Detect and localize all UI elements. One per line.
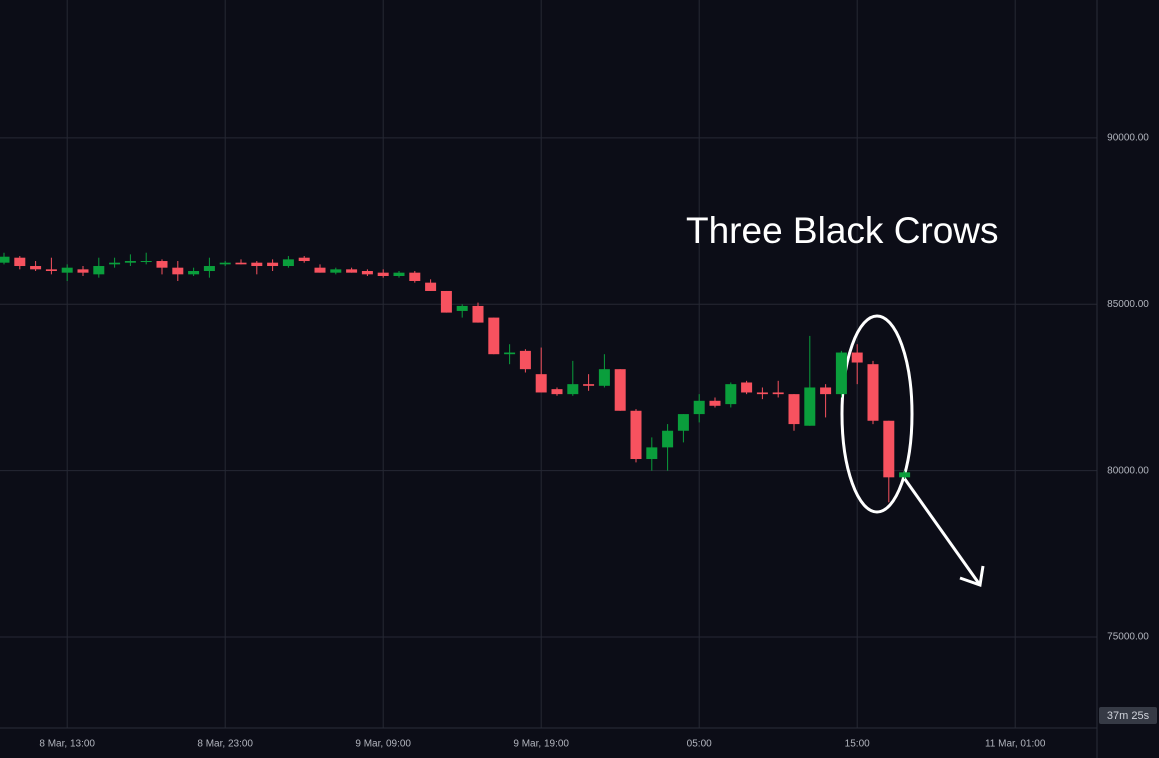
candle-body [693, 400, 705, 415]
x-tick-label: 15:00 [845, 739, 870, 750]
candle-body [519, 350, 531, 370]
x-tick-label: 9 Mar, 09:00 [355, 739, 411, 750]
candle-body [883, 420, 895, 478]
candle-body [393, 272, 405, 276]
countdown-box [1099, 707, 1157, 724]
candle-body [820, 387, 832, 395]
candle-body [172, 267, 184, 275]
candle-body [346, 269, 358, 273]
candle-body [0, 256, 10, 263]
candle-body [456, 305, 468, 311]
candle-body [282, 259, 294, 267]
candle-body [425, 282, 437, 291]
y-tick-label: 85000.00 [1107, 299, 1149, 310]
candle-body [124, 261, 136, 263]
candle-body [488, 317, 500, 355]
candle-body [583, 384, 595, 386]
candle-body [741, 382, 753, 393]
candle-body [535, 374, 547, 393]
candle-body [899, 472, 911, 478]
candle-body [93, 266, 105, 275]
candle-body [630, 410, 642, 460]
candle-body [267, 262, 279, 267]
candle-body [725, 384, 737, 405]
candle-body [662, 430, 674, 448]
candle-body [14, 257, 26, 267]
candle-body [835, 352, 847, 395]
candle-body [235, 262, 247, 265]
candle-body [756, 392, 768, 395]
candle-body [504, 352, 516, 355]
candle-body [788, 394, 800, 425]
candle-body [804, 387, 816, 426]
x-tick-label: 11 Mar, 01:00 [985, 739, 1046, 750]
candle-body [677, 414, 689, 431]
candle-body [330, 269, 342, 273]
candle-body [109, 262, 121, 265]
highlight-ellipse [840, 314, 914, 514]
annotation: Three Black Crows [686, 210, 999, 251]
candle-body [61, 267, 73, 273]
candle-body [30, 266, 42, 270]
candle-body [567, 384, 579, 395]
candle-body [772, 392, 784, 395]
candle-body [251, 262, 263, 267]
x-tick-label: 9 Mar, 19:00 [513, 739, 569, 750]
candle-body [77, 269, 89, 273]
countdown: 37m 25s [1107, 710, 1150, 722]
candle-body [188, 271, 200, 275]
candle-body [377, 272, 389, 276]
candle-body [851, 352, 863, 363]
x-tick-label: 8 Mar, 13:00 [39, 739, 95, 750]
y-tick-label: 90000.00 [1107, 133, 1149, 144]
candle-body [646, 447, 658, 460]
candle-body [551, 389, 563, 395]
candle-body [409, 272, 421, 281]
candle-body [156, 261, 168, 268]
x-tick-label: 8 Mar, 23:00 [197, 739, 253, 750]
candle-body [140, 261, 152, 263]
candle-body [472, 305, 484, 323]
arrow [900, 474, 985, 588]
candle-body [203, 266, 215, 272]
candle-body [219, 262, 231, 265]
y-tick-label: 80000.00 [1107, 465, 1149, 476]
candle-body [314, 267, 326, 273]
candle-body [598, 369, 610, 386]
candle-body [867, 364, 879, 421]
x-tick-label: 05:00 [687, 739, 712, 750]
candle-body [709, 400, 721, 406]
y-tick-label: 75000.00 [1107, 632, 1149, 643]
candle-body [440, 290, 452, 313]
candle-body [614, 369, 626, 411]
candle-body [361, 271, 373, 275]
candle-body [45, 269, 57, 272]
candle-body [298, 257, 310, 262]
